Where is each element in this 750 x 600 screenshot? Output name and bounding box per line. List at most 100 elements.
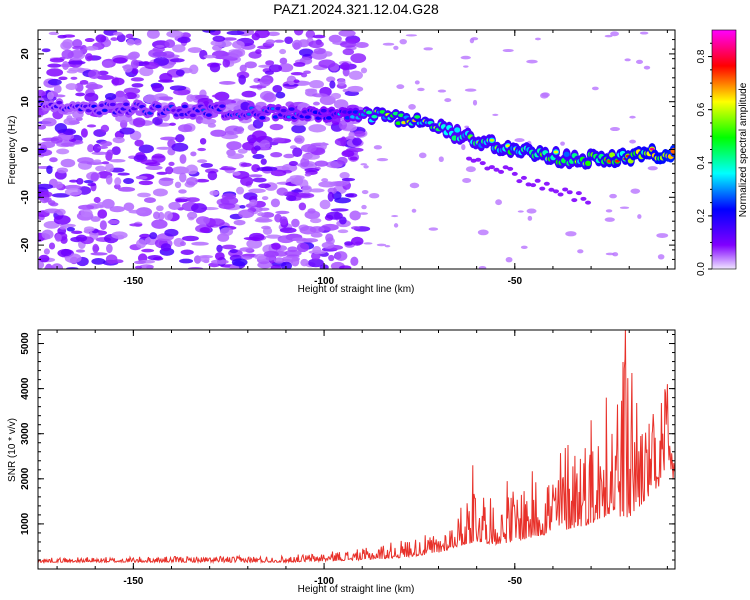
heatmap-cell [360,163,368,166]
heatmap-cell [187,47,202,53]
heatmap-cell [57,34,67,39]
heatmap-cell [129,223,143,227]
heatmap-cell [148,48,164,58]
top-y-tick-label: 20 [20,48,31,60]
heatmap-cell [212,35,226,42]
heatmap-cell [69,179,78,183]
heatmap-cell [376,243,387,247]
heatmap-cell [309,188,325,193]
heatmap-cell [271,242,281,250]
heatmap-cell [197,159,208,164]
heatmap-cell [179,258,194,264]
heatmap-cell [211,44,223,51]
bottom-y-tick-label: 4000 [20,377,31,400]
heatmap-cell [630,188,641,194]
heatmap-cell [75,92,86,97]
heatmap-cell [224,125,243,135]
heatmap-cell [59,226,67,230]
bottom-x-tick-label: -50 [508,576,523,587]
heatmap-cell [214,252,225,261]
heatmap-cell [125,33,134,39]
heatmap-cell [41,137,59,142]
heatmap-cell [391,215,399,218]
top-y-tick-label: -10 [20,190,31,205]
heatmap-cell [340,62,350,71]
heatmap-cell [312,101,320,106]
heatmap-cell [291,218,300,228]
heatmap-cell [363,165,369,169]
heatmap-cell [495,199,502,206]
heatmap-cell [308,124,327,133]
heatmap-cell [305,88,318,93]
heatmap-cell [199,227,211,233]
heatmap-cell [463,65,469,68]
heatmap-cell [111,231,128,240]
heatmap-cell [117,172,130,176]
heatmap-cell [152,188,168,197]
heatmap-cell [96,202,106,209]
bottom-y-axis-label: SNR (10 * v/v) [7,418,18,482]
heatmap-cell [401,121,406,124]
heatmap-cell [276,187,288,196]
heatmap-cell [90,172,99,182]
heatmap-cell [90,252,108,256]
heatmap-cell [117,186,136,192]
heatmap-cell [123,64,133,73]
heatmap-cell [191,203,208,213]
heatmap-cell [444,98,452,103]
heatmap-cell [60,236,68,244]
heatmap-cell [229,49,243,58]
heatmap-cell [344,241,354,246]
heatmap-cell [280,108,287,113]
heatmap-cell [466,156,473,161]
top-y-tick-label: 0 [20,146,31,152]
heatmap-cell [540,92,549,99]
heatmap-cell [263,92,277,103]
heatmap-cell [109,206,125,213]
heatmap-cell [123,202,135,211]
heatmap-cell [312,34,326,39]
heatmap-cell [48,31,60,36]
heatmap-cell [530,183,537,188]
heatmap-cell [104,93,117,101]
heatmap-cell [144,197,156,203]
heatmap-cell [502,165,509,170]
heatmap-cell [123,87,141,95]
heatmap-cell [359,212,369,215]
heatmap-cell [211,94,227,98]
heatmap-cell [309,80,324,89]
heatmap-cell [87,182,97,187]
heatmap-cell [417,87,425,92]
heatmap-cell [310,232,323,238]
heatmap-cell [293,79,300,84]
heatmap-cell [307,258,324,268]
heatmap-cell [258,183,271,189]
heatmap-cell [256,216,270,223]
heatmap-cell [325,233,334,242]
heatmap-cell [327,191,334,202]
heatmap-cell [155,104,162,109]
heatmap-cell [565,231,577,237]
colorbar-tick-label: 0.0 [696,262,707,276]
heatmap-cell [507,166,514,171]
heatmap-cell [88,69,101,79]
heatmap-cell [284,36,294,45]
heatmap-cell [221,133,239,140]
heatmap-cell [151,153,166,164]
bottom-x-tick-label: -100 [314,576,334,587]
heatmap-cell [330,92,342,100]
heatmap-cell [612,252,619,257]
heatmap-cell [135,239,147,249]
heatmap-cell [161,51,175,59]
heatmap-cell [102,108,107,112]
colorbar-tick-label: 0.6 [696,102,707,116]
heatmap-cell [303,70,311,75]
snr-layer [38,330,675,565]
heatmap-cell [48,242,56,250]
heatmap-cell [72,45,84,50]
heatmap-cell [290,178,303,185]
heatmap-cell [338,30,356,37]
heatmap-cell [294,135,305,144]
heatmap-cell [311,93,328,98]
heatmap-cell [151,219,168,229]
